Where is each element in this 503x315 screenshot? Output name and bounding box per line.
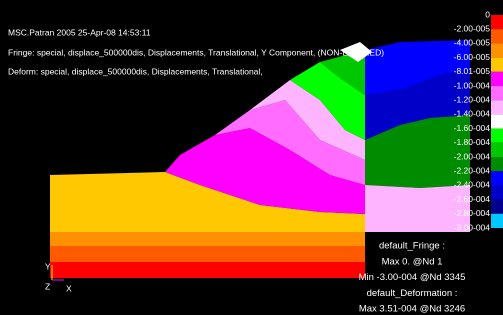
legend-swatch: [491, 100, 503, 114]
summary-line: default_Deformation :: [367, 288, 458, 299]
legend-swatch: [491, 43, 503, 57]
viewport: MSC.Patran 2005 25-Apr-08 14:53:11 Fring…: [0, 0, 503, 315]
legend-label: -8.01-005: [454, 66, 491, 76]
legend-label: -1.80-004: [454, 137, 491, 147]
legend-label: -2.00-005: [454, 23, 491, 33]
legend-swatch: [491, 214, 503, 228]
legend-swatch: [491, 157, 503, 171]
legend-label: -1.00-004: [454, 80, 491, 90]
legend-swatch: [491, 58, 503, 72]
page: {"header": {"line1": "MSC.Patran 2005 25…: [0, 0, 503, 315]
layer: [50, 262, 365, 278]
legend-label: -6.00-005: [454, 52, 491, 62]
legend-label: -3.00-004: [454, 222, 491, 232]
legend-swatch: [491, 200, 503, 214]
legend-swatch: [491, 15, 503, 29]
legend-label: 0: [485, 9, 490, 19]
legend-label: -2.40-004: [454, 180, 491, 190]
legend-label: -2.00-004: [454, 151, 491, 161]
legend-label: -1.40-004: [454, 109, 491, 119]
legend-swatch: [491, 171, 503, 185]
legend-label: -2.80-004: [454, 208, 491, 218]
legend-swatch: [491, 114, 503, 128]
legend-swatch: [491, 72, 503, 86]
legend-swatch: [491, 86, 503, 100]
legend-swatch: [491, 29, 503, 43]
header-line: MSC.Patran 2005 25-Apr-08 14:53:11: [8, 27, 151, 37]
triad-label: Y: [45, 261, 51, 271]
layer: [50, 246, 365, 262]
legend-label: -2.20-004: [454, 165, 491, 175]
legend-swatch: [491, 185, 503, 199]
layer: [50, 232, 365, 246]
legend-label: -1.60-004: [454, 123, 491, 133]
triad-label: X: [66, 283, 72, 293]
summary-line: default_Fringe :: [379, 241, 445, 252]
legend-label: -4.00-005: [454, 38, 491, 48]
header-line: Deform: special, displace_500000dis, Dis…: [8, 66, 263, 76]
legend-swatch: [491, 143, 503, 157]
legend-label: -1.20-004: [454, 94, 491, 104]
summary-line: Min -3.00-004 @Nd 3345: [359, 272, 466, 283]
summary-line: Max 0. @Nd 1: [382, 256, 443, 267]
header-line: Fringe: special, displace_500000dis, Dis…: [8, 47, 384, 57]
summary-line: Max 3.51-004 @Nd 3246: [359, 304, 465, 315]
legend-label: -2.60-004: [454, 194, 491, 204]
legend-swatch: [491, 129, 503, 143]
triad-label: Z: [45, 281, 50, 291]
